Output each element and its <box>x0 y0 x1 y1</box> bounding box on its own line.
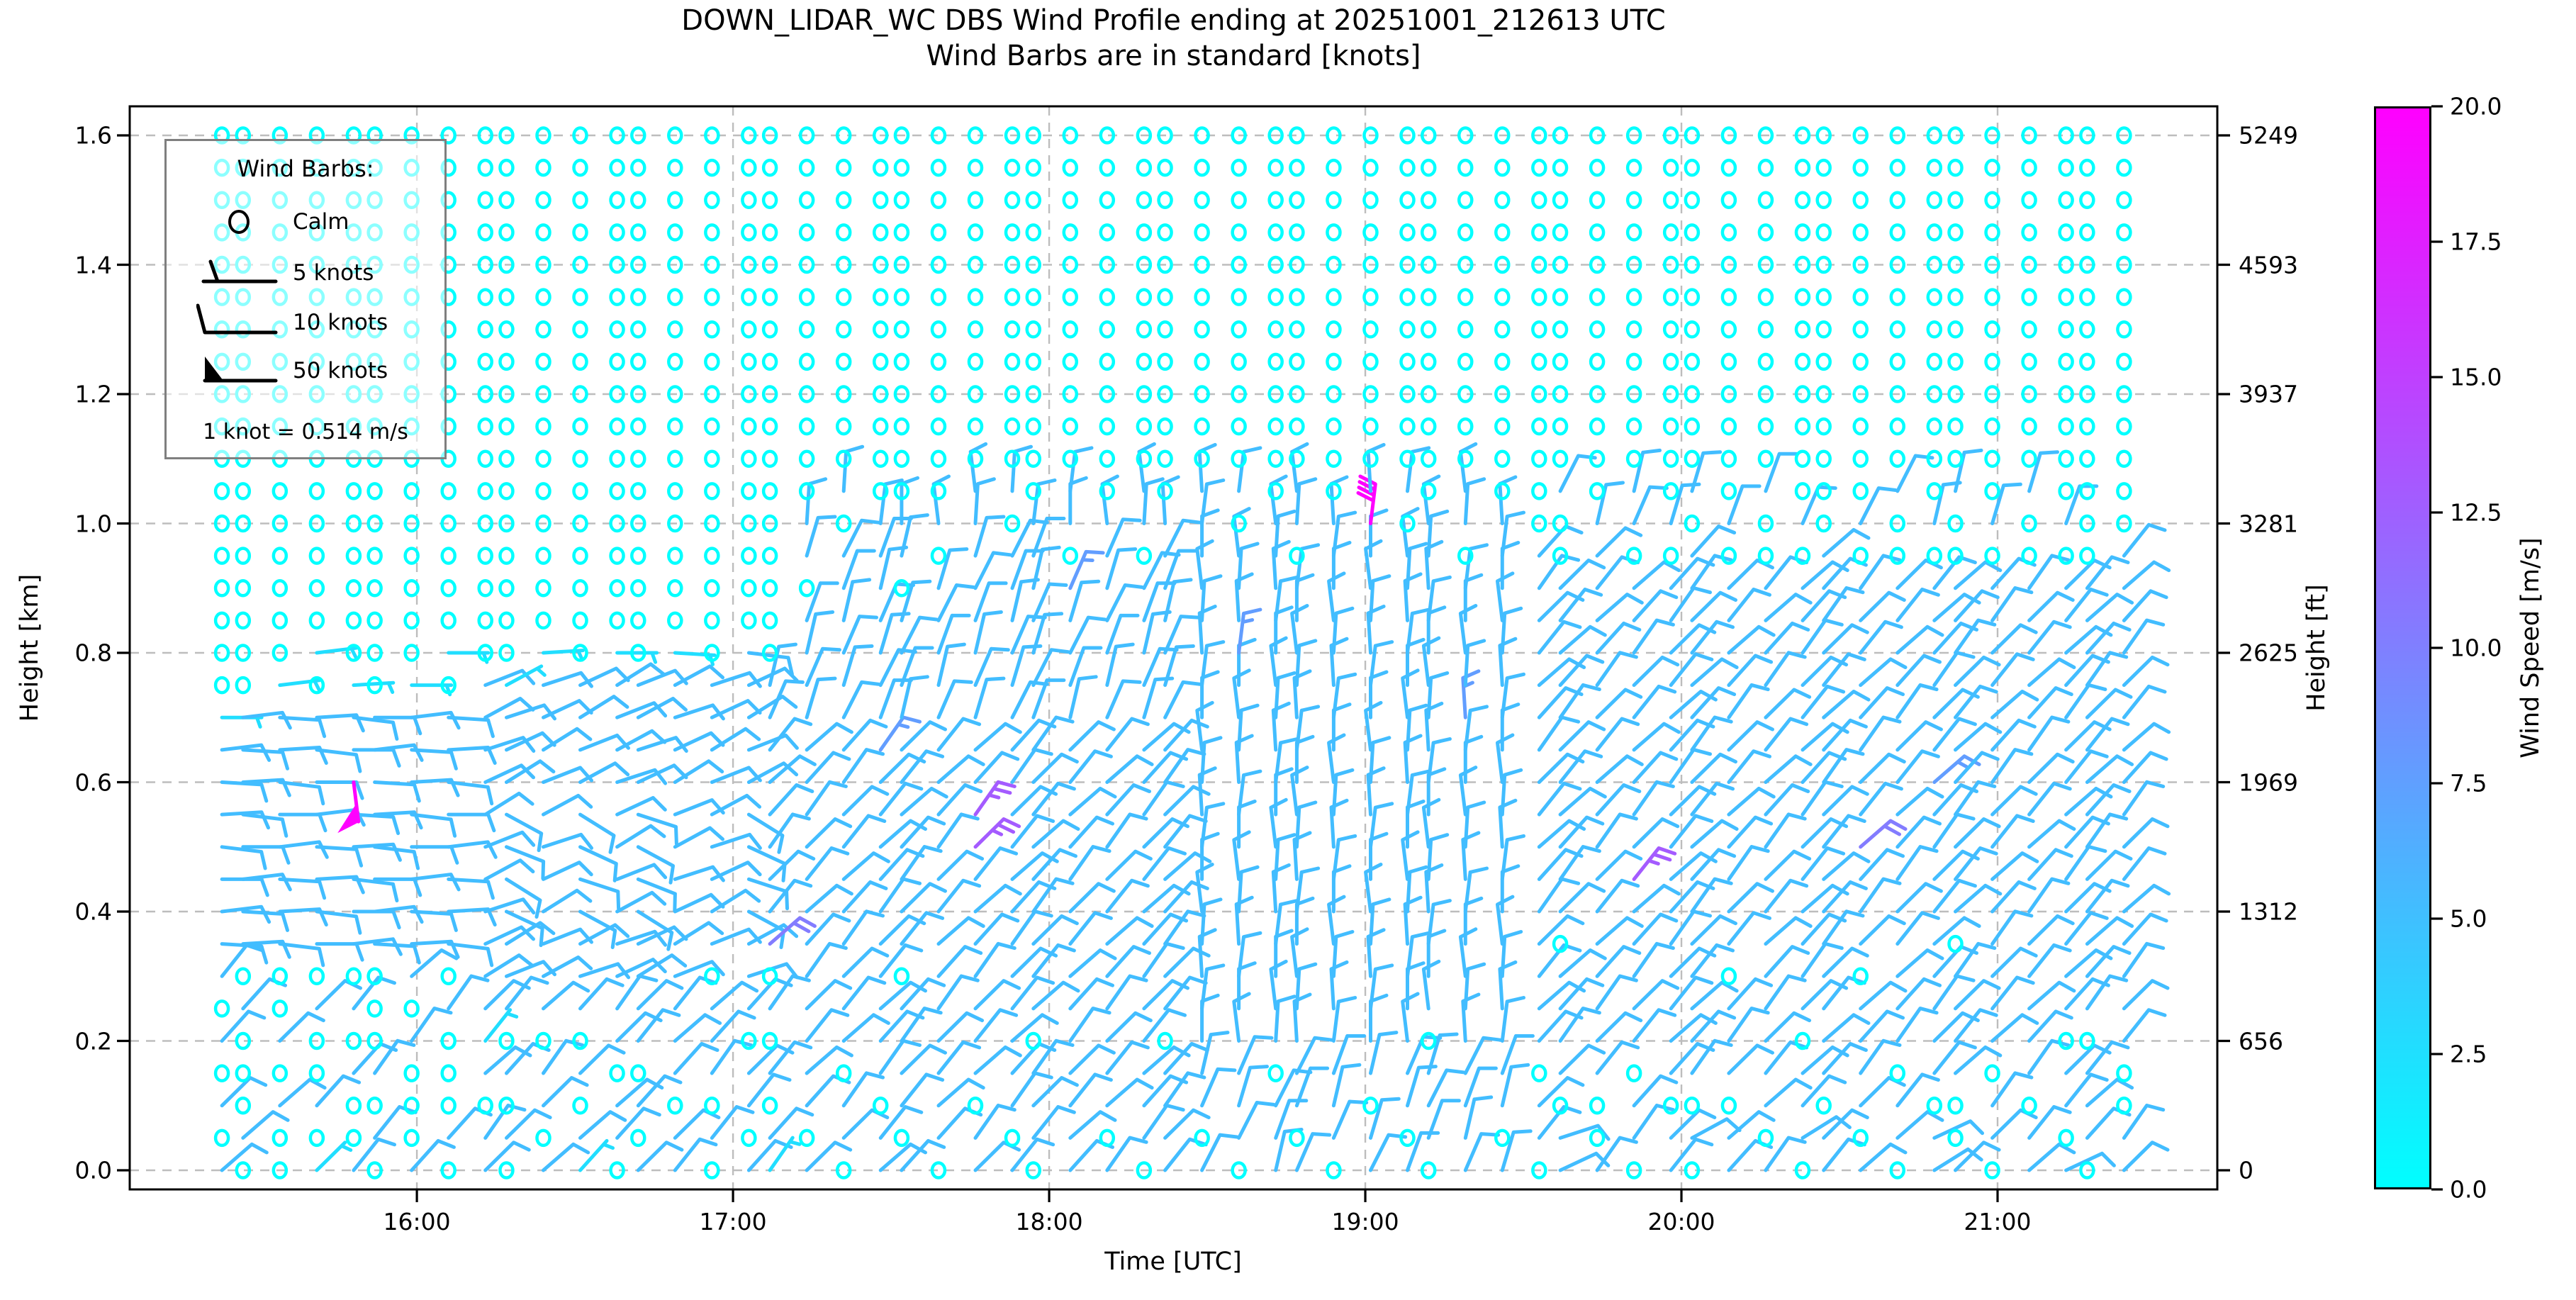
y-tick-label-km: 1.2 <box>74 380 112 408</box>
flag-barb-icon <box>203 357 278 383</box>
colorbar-tick-label: 15.0 <box>2450 363 2502 391</box>
y-tick-label-ft: 1969 <box>2239 768 2298 796</box>
full-barb-icon <box>196 303 278 335</box>
legend-item-10-knots: 10 knots <box>167 303 444 342</box>
legend-note: 1 knot = 0.514 m/s <box>203 420 408 444</box>
colorbar-label: Wind Speed [m/s] <box>2516 537 2545 758</box>
y-tick-label-ft: 1312 <box>2239 897 2298 926</box>
y-tick-label-ft: 656 <box>2239 1027 2283 1055</box>
y-tick-label-ft: 5249 <box>2239 121 2298 150</box>
y-tick-label-ft: 3937 <box>2239 380 2298 408</box>
chart-subtitle: Wind Barbs are in standard [knots] <box>926 40 1421 72</box>
y-tick-label-ft: 2625 <box>2239 639 2298 667</box>
y-axis-label-ft: Height [ft] <box>2302 584 2331 712</box>
y-tick-label-km: 0.4 <box>74 897 112 926</box>
axis-tick-marks <box>117 105 2443 1202</box>
x-tick-label: 18:00 <box>1015 1208 1083 1235</box>
y-tick-label-km: 0.0 <box>74 1156 112 1184</box>
legend-item-label: 10 knots <box>293 310 388 335</box>
legend-item-label: 5 knots <box>293 260 374 286</box>
x-axis-label: Time [UTC] <box>1104 1248 1242 1276</box>
y-tick-label-km: 1.0 <box>74 510 112 537</box>
colorbar-tick-label: 5.0 <box>2450 904 2487 933</box>
y-tick-label-km: 1.6 <box>74 121 112 150</box>
x-tick-label: 17:00 <box>699 1208 767 1235</box>
y-tick-label-km: 0.8 <box>74 639 112 667</box>
colorbar-tick-label: 17.5 <box>2450 228 2502 256</box>
colorbar-tick-label: 0.0 <box>2450 1175 2487 1204</box>
colorbar-tick-label: 12.5 <box>2450 498 2502 527</box>
legend-item-label: 50 knots <box>293 358 388 383</box>
x-tick-label: 16:00 <box>383 1208 451 1235</box>
half-barb-icon <box>201 259 278 284</box>
wind-barbs <box>213 126 2171 1179</box>
wind-speed-colorbar <box>2374 106 2431 1189</box>
y-tick-label-ft: 4593 <box>2239 251 2298 279</box>
colorbar-tick-label: 2.5 <box>2450 1040 2487 1068</box>
legend-item-5-knots: 5 knots <box>167 253 444 293</box>
x-tick-label: 19:00 <box>1331 1208 1399 1235</box>
legend-item-label: Calm <box>293 209 349 235</box>
calm-circle-icon <box>228 210 250 234</box>
y-tick-label-ft: 0 <box>2239 1156 2253 1184</box>
chart-title: DOWN_LIDAR_WC DBS Wind Profile ending at… <box>681 4 1666 37</box>
y-tick-label-km: 0.6 <box>74 768 112 796</box>
legend-item-50-knots: 50 knots <box>167 351 444 391</box>
wind-barb-legend: Wind Barbs: Calm 5 knots 10 knots 50 <box>164 139 447 459</box>
colorbar-tick-label: 20.0 <box>2450 92 2502 121</box>
legend-title: Wind Barbs: <box>237 155 374 182</box>
y-tick-label-ft: 3281 <box>2239 510 2298 537</box>
y-tick-label-km: 1.4 <box>74 251 112 279</box>
x-tick-label: 20:00 <box>1647 1208 1715 1235</box>
colorbar-tick-label: 7.5 <box>2450 769 2487 797</box>
x-tick-label: 21:00 <box>1964 1208 2032 1235</box>
legend-item-calm: Calm <box>167 202 444 242</box>
colorbar-tick-label: 10.0 <box>2450 634 2502 662</box>
y-tick-label-km: 0.2 <box>74 1027 112 1055</box>
